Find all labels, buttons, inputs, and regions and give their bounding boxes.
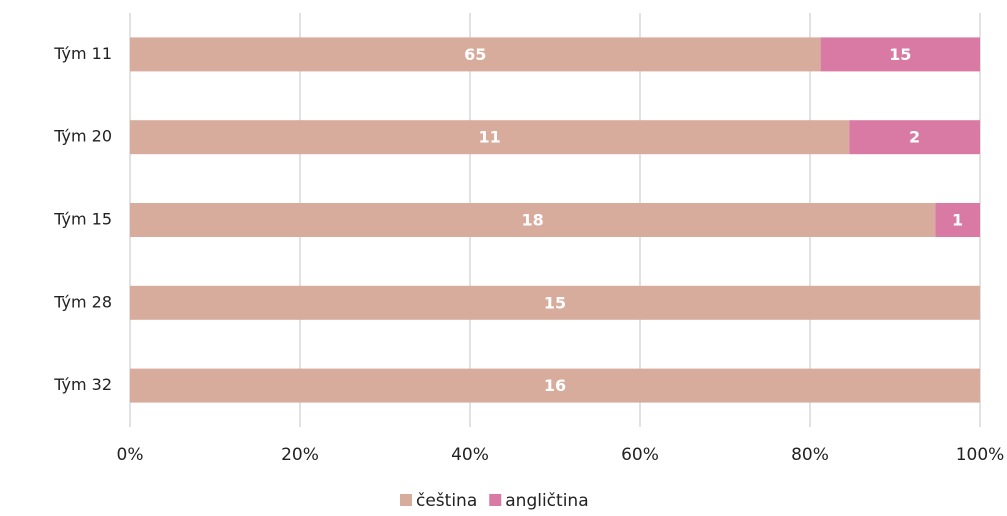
bar bbox=[130, 37, 821, 72]
bar bbox=[130, 120, 850, 155]
x-tick-label: 80% bbox=[791, 445, 829, 465]
legend-swatch bbox=[489, 494, 502, 506]
legend-swatch bbox=[400, 494, 412, 506]
value-label: 65 bbox=[464, 45, 486, 64]
x-tick-label: 40% bbox=[451, 445, 489, 465]
value-label: 18 bbox=[521, 211, 543, 230]
value-label: 16 bbox=[544, 376, 566, 395]
y-tick-label: Tým 20 bbox=[53, 127, 112, 146]
y-tick-label: Tým 11 bbox=[53, 44, 112, 63]
bar bbox=[130, 203, 936, 237]
value-label: 15 bbox=[544, 293, 566, 312]
y-tick-label: Tým 15 bbox=[53, 210, 112, 229]
x-tick-label: 20% bbox=[281, 445, 319, 465]
value-label: 1 bbox=[952, 211, 963, 230]
x-tick-label: 60% bbox=[621, 445, 659, 465]
bar bbox=[130, 285, 980, 320]
value-label: 15 bbox=[889, 45, 911, 64]
bar bbox=[935, 203, 980, 237]
value-label: 11 bbox=[478, 128, 500, 147]
value-label: 2 bbox=[909, 128, 920, 147]
legend-label: čeština bbox=[416, 491, 477, 511]
bar bbox=[849, 120, 980, 155]
bar bbox=[130, 368, 980, 403]
x-tick-label: 100% bbox=[956, 445, 1005, 465]
bar bbox=[820, 37, 980, 72]
x-tick-label: 0% bbox=[117, 445, 144, 465]
y-tick-label: Tým 28 bbox=[53, 292, 112, 311]
legend-label: angličtina bbox=[505, 491, 588, 511]
y-tick-label: Tým 32 bbox=[53, 375, 112, 394]
